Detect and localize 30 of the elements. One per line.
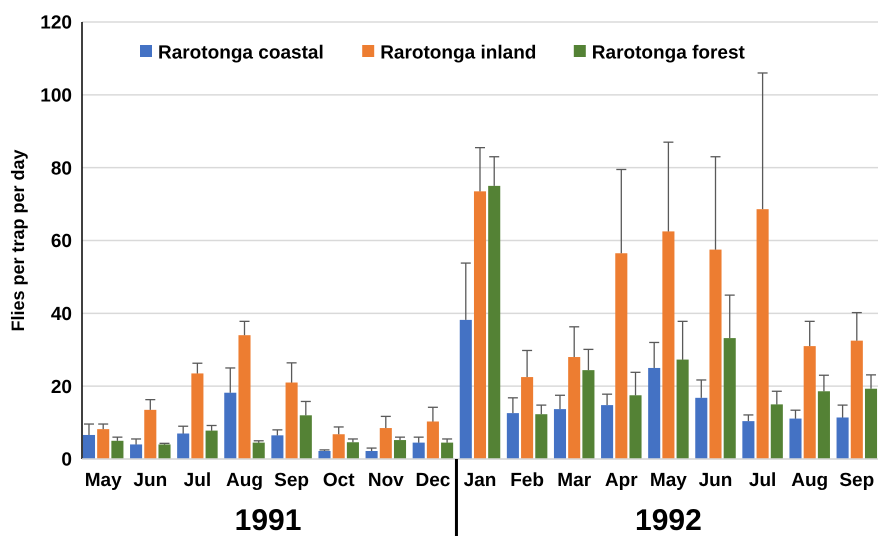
y-tick-label: 120 — [40, 12, 72, 34]
text: 1991 — [234, 504, 302, 536]
text: 1992 — [635, 504, 702, 536]
x-tick-label: Oct — [322, 470, 356, 491]
x-tick-label: Jan — [464, 470, 496, 491]
y-tick-label: 100 — [40, 85, 72, 106]
y-tick-label: 0 — [61, 450, 72, 471]
x-tick-label: Apr — [604, 470, 638, 491]
legend-label: Rarotonga coastal — [158, 42, 324, 64]
x-tick-label: Jul — [748, 470, 776, 491]
y-tick-label: 20 — [50, 376, 72, 398]
x-tick-label: Nov — [368, 470, 404, 491]
x-tick-label: May — [650, 470, 688, 491]
x-tick-label: Sep — [839, 470, 874, 491]
legend-label: Rarotonga forest — [592, 42, 746, 64]
y-tick-label: 60 — [50, 231, 72, 252]
x-tick-label: Feb — [510, 470, 544, 491]
x-tick-label: Sep — [274, 470, 310, 491]
y-tick-label: 40 — [50, 304, 72, 325]
x-tick-label: Jun — [698, 470, 732, 491]
x-tick-label: Jul — [184, 470, 212, 491]
x-tick-label: Mar — [557, 470, 592, 491]
x-tick-label: Jun — [133, 470, 168, 491]
x-tick-label: Aug — [791, 470, 828, 491]
x-tick-label: Dec — [415, 470, 451, 491]
y-axis-title: Flies per trap per day — [8, 149, 28, 332]
legend-label: Rarotonga inland — [380, 42, 536, 64]
x-tick-label: Aug — [226, 470, 263, 491]
x-tick-label: May — [84, 470, 122, 491]
y-tick-label: 80 — [50, 158, 72, 180]
